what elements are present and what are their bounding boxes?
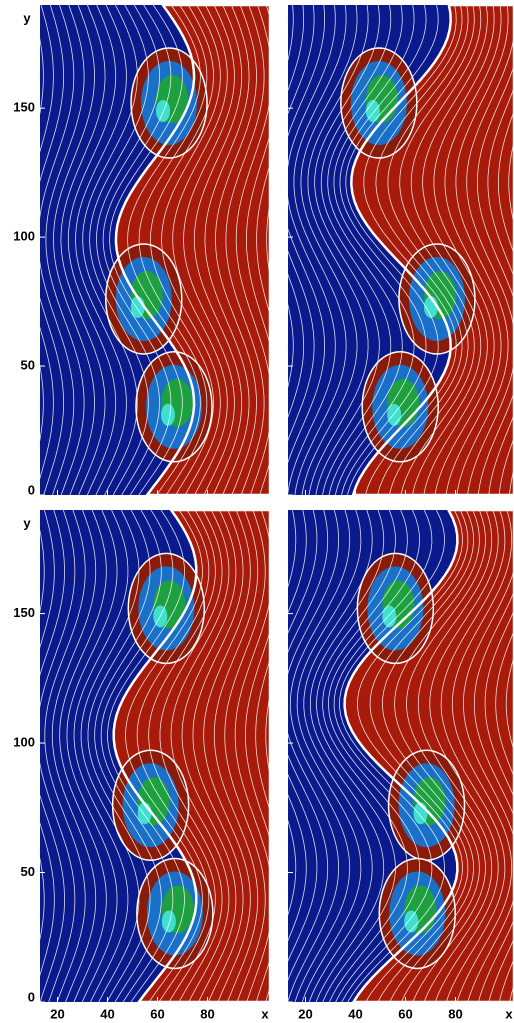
y-tick-label: 150	[13, 100, 35, 115]
x-tick-label: 40	[100, 1006, 114, 1021]
y-axis-label: y	[23, 10, 31, 25]
x-tick-label: 60	[150, 1006, 164, 1021]
streamline	[0, 5, 24, 495]
x-tick-label: 20	[298, 1006, 312, 1021]
y-tick-label: 100	[13, 229, 35, 244]
x-tick-label: 80	[200, 1006, 214, 1021]
streamline	[7, 5, 34, 495]
y-tick-label: 50	[21, 864, 35, 879]
y-tick-label: 150	[13, 605, 35, 620]
streamline	[6, 510, 34, 1002]
streamline	[0, 5, 4, 495]
x-tick-label: 60	[398, 1006, 412, 1021]
streamline	[0, 510, 4, 1002]
y-tick-label: 0	[28, 482, 35, 497]
streamline	[0, 510, 24, 1002]
streamline	[14, 510, 44, 1002]
y-tick-label: 100	[13, 734, 35, 749]
figure: 0 50 100 150 y 0 50 100 150 y 20 40 60 80 x 20 40 60 80 x	[0, 0, 514, 1023]
streamline	[15, 5, 44, 495]
x-tick-label: 80	[448, 1006, 462, 1021]
vortex-cyan	[404, 910, 418, 932]
x-tick-label: 20	[50, 1006, 64, 1021]
x-tick-label: 40	[348, 1006, 362, 1021]
y-tick-label: 0	[28, 989, 35, 1004]
x-axis-label: x	[261, 1006, 269, 1021]
streamline	[0, 510, 14, 1002]
y-tick-label: 50	[21, 357, 35, 372]
y-axis-label: y	[23, 515, 31, 530]
streamline	[0, 5, 14, 495]
vortex-cyan	[162, 910, 176, 932]
vortex-cyan	[161, 404, 175, 426]
x-axis-label: x	[505, 1006, 513, 1021]
vortex-cyan	[156, 100, 170, 122]
